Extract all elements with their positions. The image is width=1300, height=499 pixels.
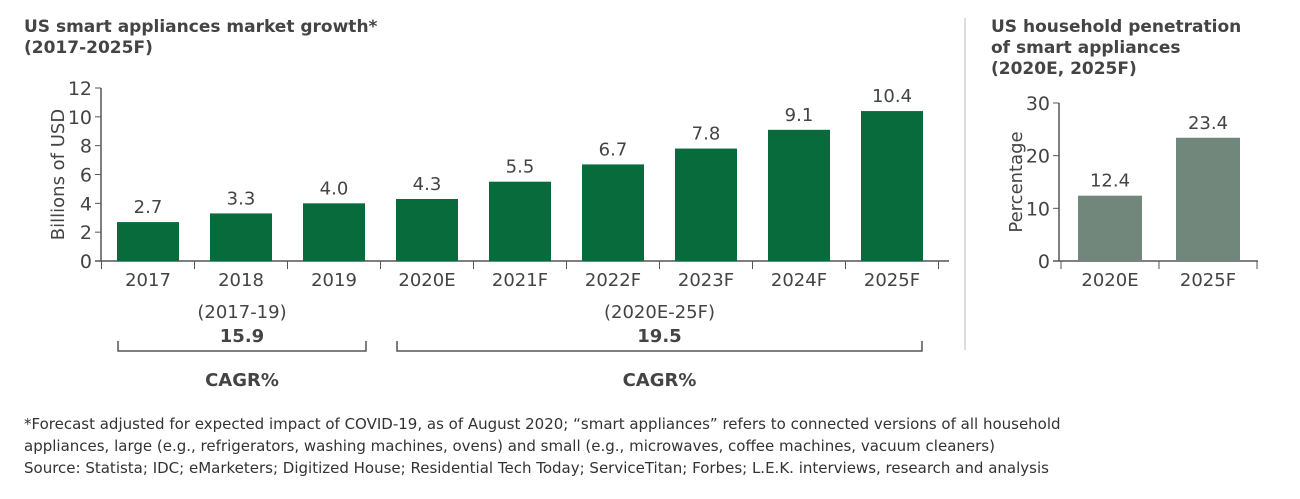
bar-2020E xyxy=(396,199,458,261)
footnote: *Forecast adjusted for expected impact o… xyxy=(24,413,1061,479)
cagr-period: (2017-19) xyxy=(197,302,286,323)
x-tick-label: 2018 xyxy=(218,270,264,291)
cagr-label: CAGR% xyxy=(623,370,697,391)
y-tick-label: 30 xyxy=(1026,93,1050,115)
bar-2023F xyxy=(675,148,737,261)
y-tick-label: 0 xyxy=(1038,251,1050,273)
bar-2020E xyxy=(1078,195,1142,261)
bar-2022F xyxy=(582,164,644,261)
data-label: 23.4 xyxy=(1188,113,1228,134)
footnote-line: Source: Statista; IDC; eMarketers; Digit… xyxy=(24,459,1049,477)
data-label: 7.8 xyxy=(692,124,721,145)
data-label: 6.7 xyxy=(599,139,628,160)
x-tick-label: 2017 xyxy=(125,270,171,291)
x-tick-label: 2023F xyxy=(678,270,734,291)
cagr-bracket xyxy=(117,341,367,352)
y-tick-label: 2 xyxy=(80,222,92,244)
title-line: US household penetration xyxy=(991,17,1242,37)
title-line: of smart appliances xyxy=(991,38,1181,58)
left-chart-title: US smart appliances market growth* (2017… xyxy=(24,17,377,59)
bar-2017 xyxy=(117,222,179,261)
x-tick-label: 2020E xyxy=(1081,270,1138,291)
data-label: 3.3 xyxy=(227,188,256,209)
cagr-value: 19.5 xyxy=(637,326,681,347)
title-line: (2017-2025F) xyxy=(24,38,153,58)
y-axis-label: Percentage xyxy=(1006,131,1027,232)
y-tick-label: 6 xyxy=(80,165,92,187)
data-label: 9.1 xyxy=(785,105,814,126)
cagr-label: CAGR% xyxy=(205,370,279,391)
bar-2019 xyxy=(303,203,365,261)
y-tick-label: 4 xyxy=(80,193,92,215)
bar-2025F xyxy=(861,111,923,261)
data-label: 2.7 xyxy=(134,197,163,218)
footnote-line: *Forecast adjusted for expected impact o… xyxy=(24,415,1061,433)
x-tick-label: 2020E xyxy=(398,270,455,291)
right-chart-title: US household penetration of smart applia… xyxy=(991,17,1241,80)
bar-2021F xyxy=(489,181,551,261)
data-label: 12.4 xyxy=(1090,171,1130,192)
title-line: US smart appliances market growth* xyxy=(24,17,378,37)
x-tick-label: 2025F xyxy=(1180,270,1236,291)
y-tick-label: 0 xyxy=(80,251,92,273)
x-tick-label: 2021F xyxy=(492,270,548,291)
y-tick-label: 12 xyxy=(68,78,92,100)
cagr-value: 15.9 xyxy=(220,326,264,347)
x-tick-label: 2019 xyxy=(311,270,357,291)
bar-2018 xyxy=(210,213,272,261)
data-label: 5.5 xyxy=(506,157,535,178)
y-tick-label: 10 xyxy=(68,107,92,129)
x-tick-label: 2024F xyxy=(771,270,827,291)
bar-2024F xyxy=(768,129,830,261)
x-tick-label: 2022F xyxy=(585,270,641,291)
y-axis-label: Billions of USD xyxy=(48,109,69,240)
footnote-line: appliances, large (e.g., refrigerators, … xyxy=(24,437,995,455)
data-label: 4.0 xyxy=(320,178,349,199)
bar-2025F xyxy=(1176,137,1240,261)
y-tick-label: 10 xyxy=(1026,198,1050,220)
y-tick-label: 20 xyxy=(1026,146,1050,168)
data-label: 4.3 xyxy=(413,174,442,195)
x-tick-label: 2025F xyxy=(864,270,920,291)
data-label: 10.4 xyxy=(872,86,912,107)
title-line: (2020E, 2025F) xyxy=(991,59,1137,79)
cagr-bracket xyxy=(396,341,923,352)
y-tick-label: 8 xyxy=(80,136,92,158)
cagr-period: (2020E-25F) xyxy=(604,302,715,323)
